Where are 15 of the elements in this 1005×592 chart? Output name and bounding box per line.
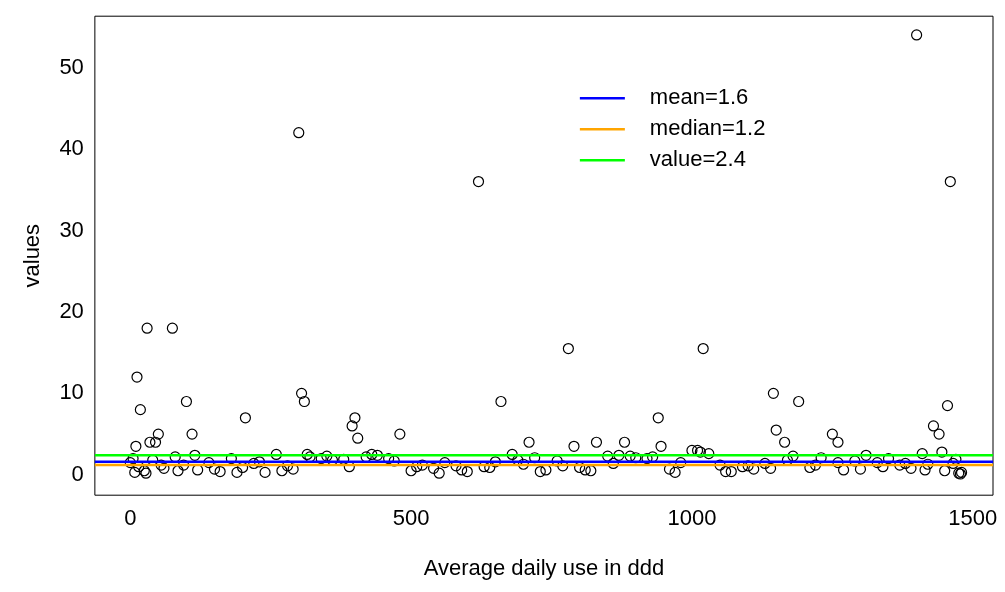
y-tick-label: 30 [59, 216, 84, 242]
y-tick-label: 50 [59, 53, 84, 79]
y-tick-label: 20 [59, 297, 84, 323]
x-tick-label: 1500 [948, 505, 998, 531]
legend-label: median=1.2 [649, 115, 766, 141]
legend-label: value=2.4 [649, 146, 746, 172]
y-tick-label: 40 [59, 135, 84, 161]
x-tick-label: 0 [124, 505, 137, 531]
y-axis-title: values [19, 223, 45, 288]
y-tick-label: 10 [59, 379, 84, 405]
x-tick-label: 1000 [667, 505, 717, 531]
x-axis-title: Average daily use in ddd [423, 554, 665, 580]
legend-label: mean=1.6 [649, 84, 749, 110]
y-tick-label: 0 [71, 460, 84, 486]
x-tick-label: 500 [392, 505, 430, 531]
